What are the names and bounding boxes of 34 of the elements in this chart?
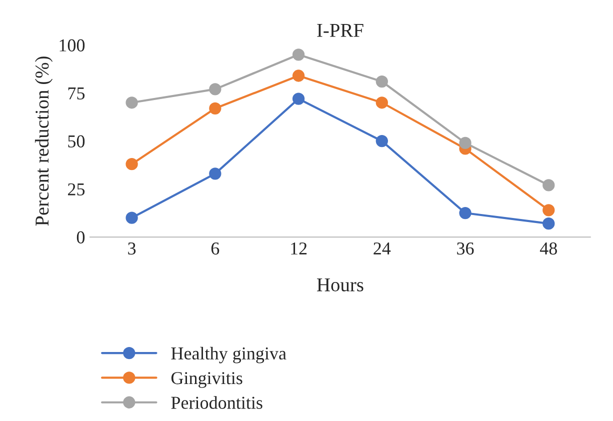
point (542, 179, 555, 192)
point (209, 102, 222, 114)
y-axis-title: Percent reduction (%) (34, 56, 53, 226)
point (126, 212, 138, 224)
point (292, 92, 305, 105)
point (459, 136, 472, 150)
x-tick-label: 3 (128, 242, 136, 255)
y-tick-label: 0 (76, 231, 85, 244)
point (376, 96, 388, 109)
point (292, 48, 305, 61)
point (542, 218, 555, 230)
y-tick-label: 75 (68, 87, 85, 100)
point (376, 134, 388, 148)
legend-label: Periodontitis (171, 396, 262, 409)
x-tick-label: 48 (540, 242, 557, 255)
legend-label: Healthy gingiva (171, 346, 286, 364)
y-tick-label: 25 (68, 183, 85, 196)
x-tick-label: 36 (457, 242, 474, 255)
chart-title: I-PRF (317, 24, 364, 37)
x-tick-label: 6 (211, 242, 220, 255)
y-tick-label: 100 (60, 39, 85, 52)
point (209, 168, 222, 180)
point (126, 96, 138, 109)
point (376, 75, 388, 88)
point (126, 158, 138, 170)
point (292, 70, 305, 82)
point (459, 206, 472, 220)
legend-label: Gingivitis (171, 372, 242, 388)
point (542, 204, 555, 216)
point (209, 83, 222, 96)
y-tick-label: 50 (68, 135, 85, 148)
x-axis-title: Hours (317, 278, 364, 292)
x-tick-label: 12 (291, 242, 307, 254)
x-tick-label: 24 (374, 242, 391, 254)
